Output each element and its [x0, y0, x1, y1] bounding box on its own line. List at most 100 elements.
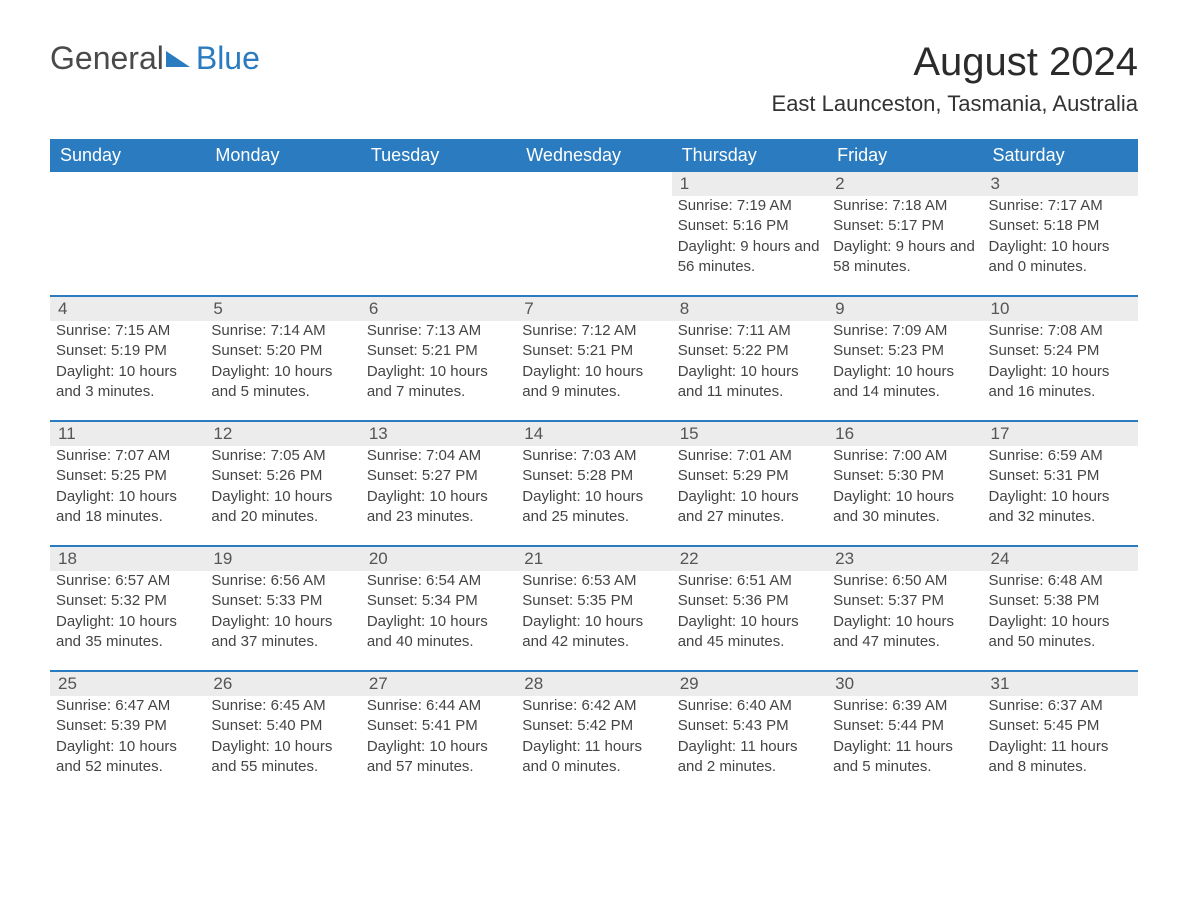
sunrise-line: Sunrise: 7:04 AM [367, 446, 510, 466]
empty-day-number [50, 172, 205, 196]
sunset-line: Sunset: 5:22 PM [678, 341, 821, 361]
sunset-line: Sunset: 5:36 PM [678, 591, 821, 611]
day-cell: Sunrise: 7:03 AMSunset: 5:28 PMDaylight:… [516, 446, 671, 546]
sunset-line: Sunset: 5:28 PM [522, 466, 665, 486]
logo-triangle-icon [166, 49, 194, 69]
daylight-line: Daylight: 10 hours and 23 minutes. [367, 487, 510, 528]
day-number: 22 [672, 546, 827, 571]
sunset-line: Sunset: 5:40 PM [211, 716, 354, 736]
daylight-line: Daylight: 11 hours and 8 minutes. [989, 737, 1132, 778]
empty-day-cell [50, 196, 205, 296]
sunrise-line: Sunrise: 6:47 AM [56, 696, 199, 716]
day-cell: Sunrise: 7:15 AMSunset: 5:19 PMDaylight:… [50, 321, 205, 421]
sunset-line: Sunset: 5:24 PM [989, 341, 1132, 361]
day-cell: Sunrise: 6:57 AMSunset: 5:32 PMDaylight:… [50, 571, 205, 671]
day-cell: Sunrise: 7:19 AMSunset: 5:16 PMDaylight:… [672, 196, 827, 296]
daylight-line: Daylight: 10 hours and 20 minutes. [211, 487, 354, 528]
sunrise-line: Sunrise: 7:01 AM [678, 446, 821, 466]
sunrise-line: Sunrise: 7:15 AM [56, 321, 199, 341]
daylight-line: Daylight: 10 hours and 45 minutes. [678, 612, 821, 653]
sunset-line: Sunset: 5:37 PM [833, 591, 976, 611]
sunset-line: Sunset: 5:23 PM [833, 341, 976, 361]
day-cell: Sunrise: 6:39 AMSunset: 5:44 PMDaylight:… [827, 696, 982, 795]
daylight-line: Daylight: 10 hours and 9 minutes. [522, 362, 665, 403]
weekday-header: Friday [827, 139, 982, 172]
day-cell: Sunrise: 7:09 AMSunset: 5:23 PMDaylight:… [827, 321, 982, 421]
weekday-header-row: SundayMondayTuesdayWednesdayThursdayFrid… [50, 139, 1138, 172]
sunset-line: Sunset: 5:27 PM [367, 466, 510, 486]
daylight-line: Daylight: 10 hours and 47 minutes. [833, 612, 976, 653]
sunset-line: Sunset: 5:32 PM [56, 591, 199, 611]
sunset-line: Sunset: 5:43 PM [678, 716, 821, 736]
sunrise-line: Sunrise: 6:42 AM [522, 696, 665, 716]
weekday-header: Saturday [983, 139, 1138, 172]
daylight-line: Daylight: 10 hours and 16 minutes. [989, 362, 1132, 403]
day-cell: Sunrise: 6:54 AMSunset: 5:34 PMDaylight:… [361, 571, 516, 671]
sunrise-line: Sunrise: 6:37 AM [989, 696, 1132, 716]
daylight-line: Daylight: 11 hours and 5 minutes. [833, 737, 976, 778]
day-number-row: 123 [50, 172, 1138, 196]
day-number: 11 [50, 421, 205, 446]
day-number-row: 11121314151617 [50, 421, 1138, 446]
sunrise-line: Sunrise: 7:08 AM [989, 321, 1132, 341]
sunrise-line: Sunrise: 6:50 AM [833, 571, 976, 591]
day-number: 26 [205, 671, 360, 696]
daylight-line: Daylight: 10 hours and 3 minutes. [56, 362, 199, 403]
empty-day-number [361, 172, 516, 196]
sunrise-line: Sunrise: 7:07 AM [56, 446, 199, 466]
daylight-line: Daylight: 10 hours and 14 minutes. [833, 362, 976, 403]
weekday-header: Monday [205, 139, 360, 172]
day-number: 28 [516, 671, 671, 696]
day-number: 18 [50, 546, 205, 571]
day-cell: Sunrise: 6:40 AMSunset: 5:43 PMDaylight:… [672, 696, 827, 795]
day-cell: Sunrise: 6:48 AMSunset: 5:38 PMDaylight:… [983, 571, 1138, 671]
day-cell: Sunrise: 6:59 AMSunset: 5:31 PMDaylight:… [983, 446, 1138, 546]
day-cell: Sunrise: 7:17 AMSunset: 5:18 PMDaylight:… [983, 196, 1138, 296]
daylight-line: Daylight: 10 hours and 5 minutes. [211, 362, 354, 403]
day-content-row: Sunrise: 6:57 AMSunset: 5:32 PMDaylight:… [50, 571, 1138, 671]
day-cell: Sunrise: 6:50 AMSunset: 5:37 PMDaylight:… [827, 571, 982, 671]
day-number: 16 [827, 421, 982, 446]
day-cell: Sunrise: 6:56 AMSunset: 5:33 PMDaylight:… [205, 571, 360, 671]
day-cell: Sunrise: 7:00 AMSunset: 5:30 PMDaylight:… [827, 446, 982, 546]
day-number: 17 [983, 421, 1138, 446]
daylight-line: Daylight: 11 hours and 0 minutes. [522, 737, 665, 778]
sunrise-line: Sunrise: 7:19 AM [678, 196, 821, 216]
weekday-header: Tuesday [361, 139, 516, 172]
daylight-line: Daylight: 9 hours and 58 minutes. [833, 237, 976, 278]
sunrise-line: Sunrise: 6:54 AM [367, 571, 510, 591]
empty-day-cell [361, 196, 516, 296]
day-content-row: Sunrise: 7:07 AMSunset: 5:25 PMDaylight:… [50, 446, 1138, 546]
sunrise-line: Sunrise: 7:17 AM [989, 196, 1132, 216]
page-header: General Blue August 2024 East Launceston… [50, 40, 1138, 131]
sunrise-line: Sunrise: 6:45 AM [211, 696, 354, 716]
sunset-line: Sunset: 5:35 PM [522, 591, 665, 611]
sunrise-line: Sunrise: 6:39 AM [833, 696, 976, 716]
empty-day-cell [516, 196, 671, 296]
sunrise-line: Sunrise: 7:05 AM [211, 446, 354, 466]
day-number: 23 [827, 546, 982, 571]
title-block: August 2024 East Launceston, Tasmania, A… [772, 40, 1138, 131]
day-cell: Sunrise: 6:45 AMSunset: 5:40 PMDaylight:… [205, 696, 360, 795]
day-number: 19 [205, 546, 360, 571]
daylight-line: Daylight: 10 hours and 7 minutes. [367, 362, 510, 403]
daylight-line: Daylight: 10 hours and 35 minutes. [56, 612, 199, 653]
day-cell: Sunrise: 7:14 AMSunset: 5:20 PMDaylight:… [205, 321, 360, 421]
daylight-line: Daylight: 10 hours and 57 minutes. [367, 737, 510, 778]
sunset-line: Sunset: 5:21 PM [522, 341, 665, 361]
day-number-row: 18192021222324 [50, 546, 1138, 571]
sunset-line: Sunset: 5:39 PM [56, 716, 199, 736]
sunrise-line: Sunrise: 7:03 AM [522, 446, 665, 466]
sunset-line: Sunset: 5:31 PM [989, 466, 1132, 486]
sunrise-line: Sunrise: 6:57 AM [56, 571, 199, 591]
weekday-header: Sunday [50, 139, 205, 172]
daylight-line: Daylight: 9 hours and 56 minutes. [678, 237, 821, 278]
sunrise-line: Sunrise: 6:40 AM [678, 696, 821, 716]
day-number-row: 25262728293031 [50, 671, 1138, 696]
day-number: 1 [672, 172, 827, 196]
weekday-header: Wednesday [516, 139, 671, 172]
day-number: 2 [827, 172, 982, 196]
sunrise-line: Sunrise: 6:53 AM [522, 571, 665, 591]
daylight-line: Daylight: 10 hours and 50 minutes. [989, 612, 1132, 653]
day-number: 30 [827, 671, 982, 696]
